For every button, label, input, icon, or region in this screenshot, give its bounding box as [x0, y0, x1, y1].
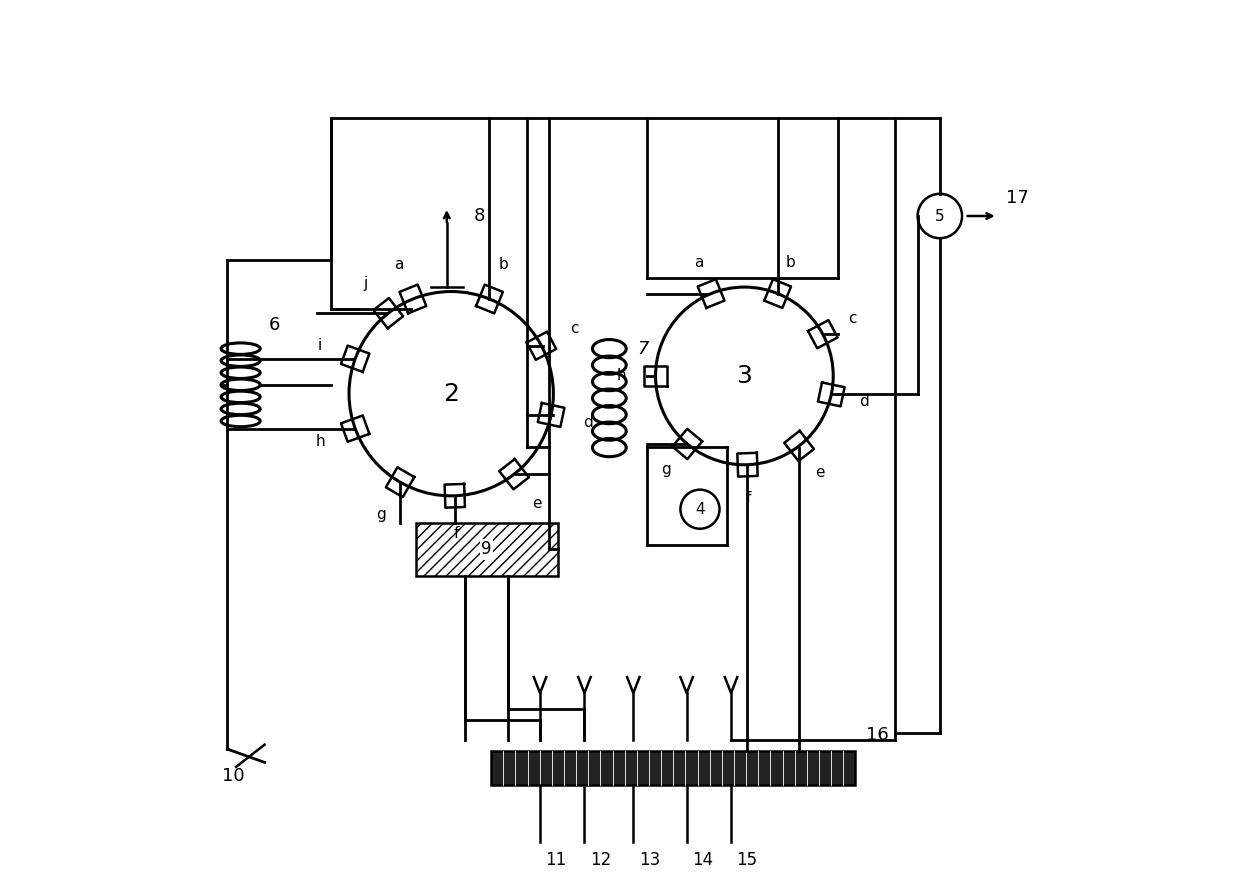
Text: c: c [570, 321, 579, 336]
Text: 4: 4 [696, 502, 704, 517]
Text: 14: 14 [692, 851, 713, 869]
Text: g: g [661, 462, 671, 477]
Text: h: h [315, 434, 325, 449]
Text: f: f [746, 491, 751, 506]
Text: 13: 13 [639, 851, 660, 869]
Text: 10: 10 [222, 767, 244, 785]
Text: h: h [618, 368, 626, 384]
Text: b: b [785, 255, 795, 270]
Text: 5: 5 [935, 208, 945, 224]
Text: 9: 9 [481, 540, 492, 558]
Text: 12: 12 [590, 851, 611, 869]
Text: 11: 11 [546, 851, 567, 869]
Text: e: e [532, 496, 542, 511]
Text: d: d [583, 415, 593, 430]
Text: 6: 6 [269, 316, 280, 333]
Text: d: d [859, 394, 869, 409]
Text: b: b [498, 257, 508, 272]
Text: 3: 3 [737, 364, 753, 388]
Text: i: i [317, 339, 322, 353]
Text: 7: 7 [637, 341, 649, 358]
Bar [415, 522, 558, 576]
Text: a: a [394, 257, 404, 272]
Text: 16: 16 [866, 726, 889, 744]
Text: e: e [815, 465, 825, 480]
Text: 17: 17 [1007, 190, 1029, 207]
Text: a: a [693, 255, 703, 270]
Text: 8: 8 [474, 207, 485, 225]
Text: f: f [454, 526, 459, 541]
Text: c: c [848, 311, 857, 326]
Bar [491, 751, 856, 785]
Text: g: g [377, 507, 387, 522]
Text: 2: 2 [443, 382, 459, 406]
Text: 15: 15 [737, 851, 758, 869]
Text: j: j [363, 276, 367, 291]
